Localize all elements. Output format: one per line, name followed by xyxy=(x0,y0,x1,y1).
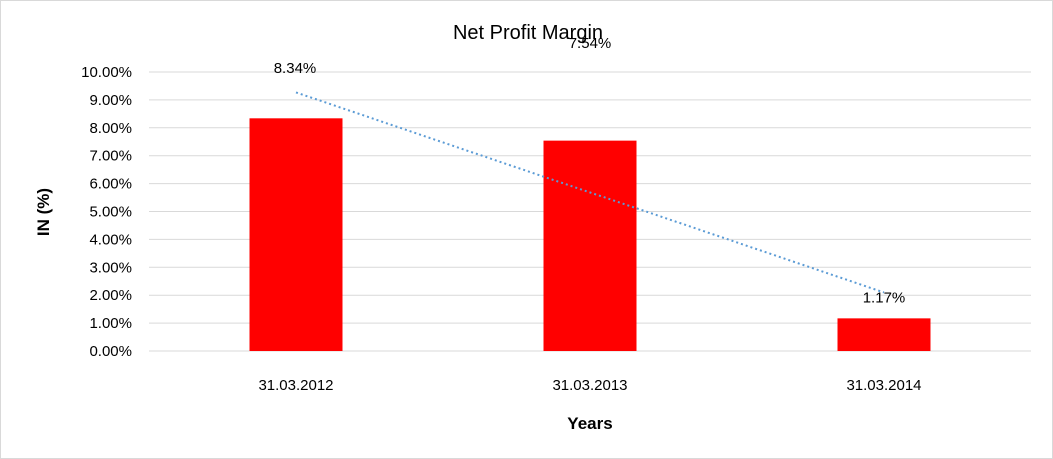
y-tick-label: 5.00% xyxy=(89,204,132,221)
data-labels: 8.34% 7.54% 1.17% xyxy=(274,35,906,306)
y-tick-label: 9.00% xyxy=(89,92,132,109)
x-tick-label: 31.03.2013 xyxy=(552,377,627,394)
chart-title: Net Profit Margin xyxy=(453,22,603,44)
y-tick-label: 2.00% xyxy=(89,287,132,304)
x-axis-label: Years xyxy=(567,414,612,433)
x-tick-label: 31.03.2014 xyxy=(846,377,921,394)
x-tick-label: 31.03.2012 xyxy=(258,377,333,394)
y-tick-label: 0.00% xyxy=(89,343,132,360)
y-tick-label: 7.00% xyxy=(89,148,132,165)
data-label: 1.17% xyxy=(863,289,906,306)
y-tick-label: 8.00% xyxy=(89,120,132,137)
x-axis-ticks: 31.03.2012 31.03.2013 31.03.2014 xyxy=(258,377,921,394)
bar xyxy=(543,140,637,351)
y-tick-label: 3.00% xyxy=(89,259,132,276)
bar xyxy=(837,318,931,351)
data-label: 7.54% xyxy=(569,35,612,52)
trendline xyxy=(295,91,885,294)
bar xyxy=(249,118,343,352)
y-axis-ticks: 0.00% 1.00% 2.00% 3.00% 4.00% 5.00% 6.00% 7.00%… xyxy=(81,64,132,360)
bars xyxy=(249,118,931,352)
y-tick-label: 10.00% xyxy=(81,64,132,81)
data-label: 8.34% xyxy=(274,60,317,77)
y-tick-label: 1.00% xyxy=(89,315,132,332)
y-tick-label: 4.00% xyxy=(89,231,132,248)
y-axis-label: IN (%) xyxy=(34,188,53,236)
y-tick-label: 6.00% xyxy=(89,176,132,193)
trendline-group xyxy=(295,91,885,294)
